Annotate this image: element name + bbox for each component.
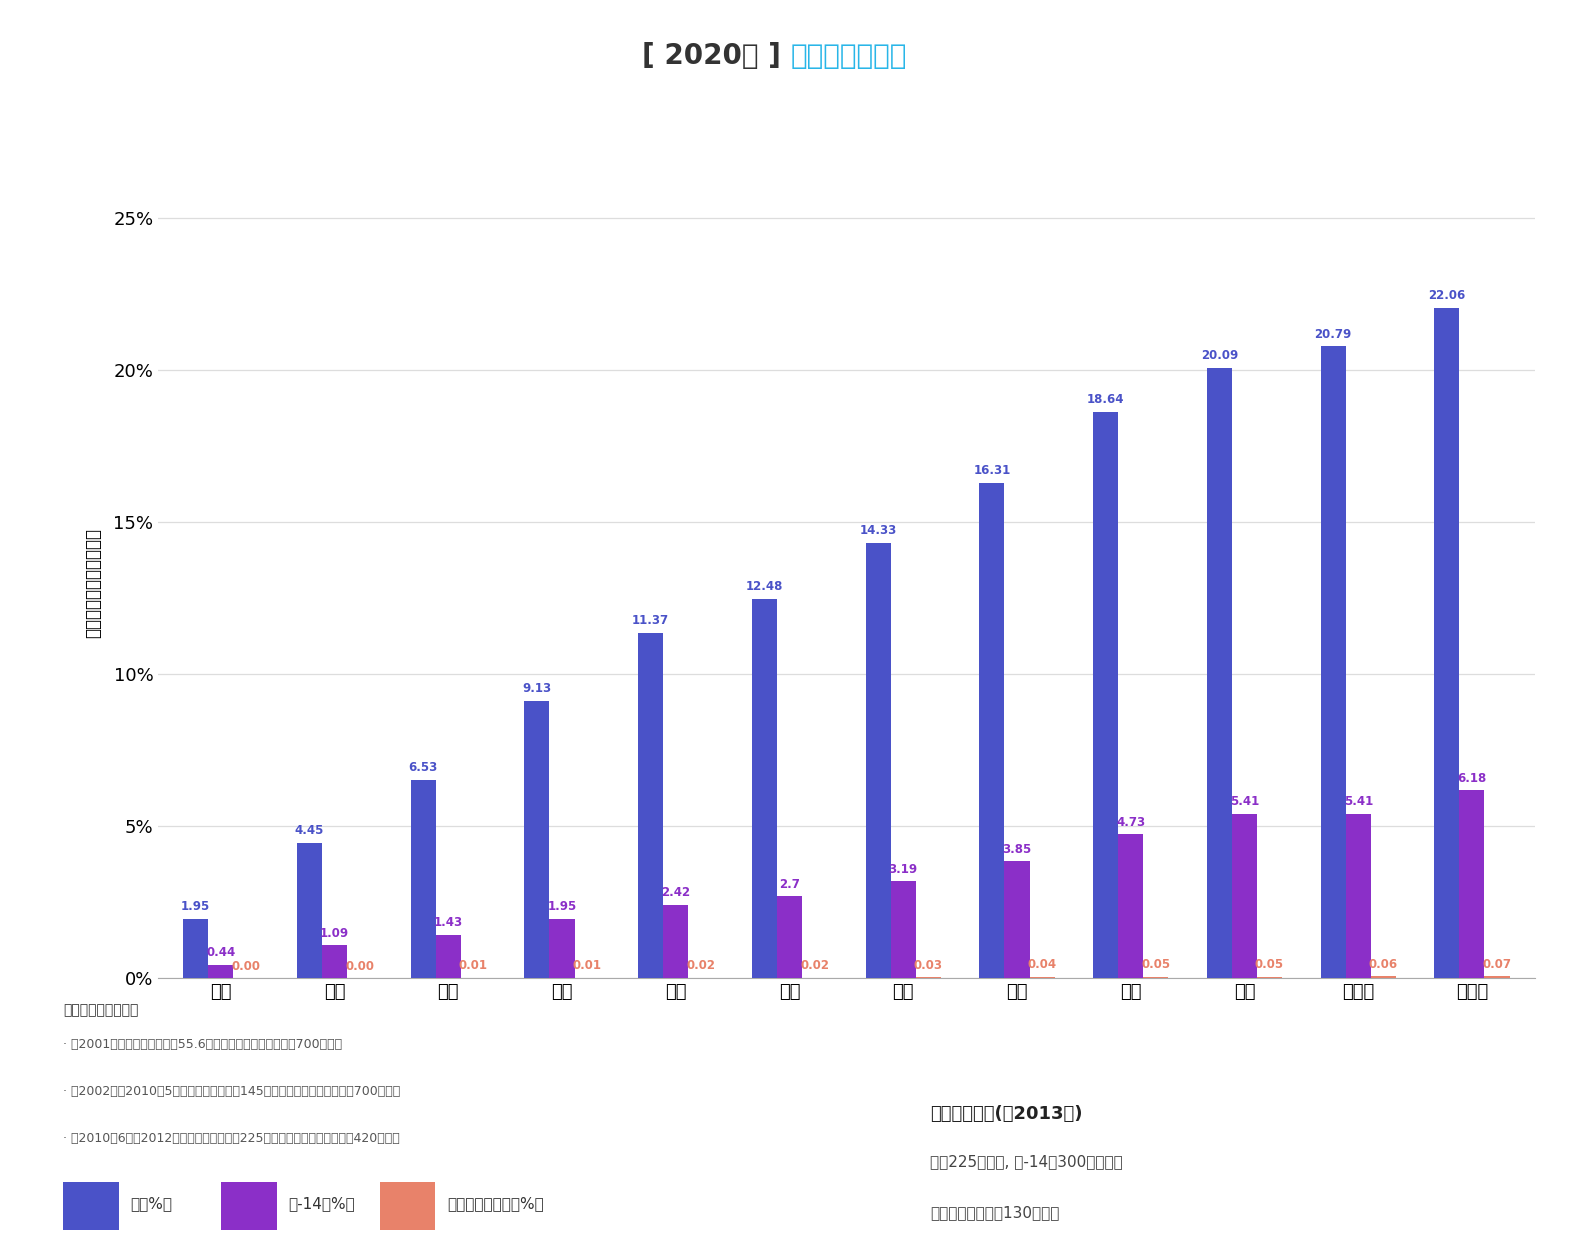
Bar [1232,814,1258,978]
Text: 2.42: 2.42 [661,887,690,899]
Text: 6.53: 6.53 [408,761,438,774]
Text: 2.7: 2.7 [778,878,800,890]
Text: 1.43: 1.43 [433,917,464,929]
Bar [1093,411,1118,978]
Bar [1005,861,1030,978]
Text: 0.02: 0.02 [687,959,715,972]
Bar [209,964,233,978]
Text: · 自2010年6月至2012年止，限值为：氚：225太贝可，其他放射性核素：420吉贝可: · 自2010年6月至2012年止，限值为：氚：225太贝可，其他放射性核素：4… [63,1131,400,1145]
Text: 4.45: 4.45 [294,824,324,838]
Bar [297,843,323,978]
Text: 4.73: 4.73 [1117,816,1145,829]
Text: 5.41: 5.41 [1343,795,1373,809]
Text: 0.07: 0.07 [1482,958,1511,971]
Text: 11.37: 11.37 [633,614,669,627]
Bar [1258,977,1281,978]
Bar [638,632,663,978]
Text: 累积液体排放量: 累积液体排放量 [791,43,908,70]
Bar [891,882,916,978]
Text: 18.64: 18.64 [1087,394,1125,406]
Text: 16.31: 16.31 [973,464,1011,477]
Text: 氚：225太贝可, 砖-14：300吉贝可，: 氚：225太贝可, 砖-14：300吉贝可， [930,1155,1123,1170]
Text: 每年许可限值(自2013年): 每年许可限值(自2013年) [930,1105,1082,1122]
Y-axis label: 占每年许可限值的百分数: 占每年许可限值的百分数 [84,528,103,638]
Text: 3.19: 3.19 [889,863,918,875]
Text: 0.06: 0.06 [1368,958,1398,971]
Text: 0.44: 0.44 [206,947,236,959]
Text: 0.04: 0.04 [1027,958,1057,972]
Bar [1144,977,1168,978]
Text: 1.95: 1.95 [547,900,576,913]
Text: 关于每年许可限值：: 关于每年许可限值： [63,1003,139,1017]
Bar [751,599,777,978]
Text: 0.05: 0.05 [1141,958,1171,971]
Text: 20.09: 20.09 [1201,349,1239,362]
Bar [549,919,574,978]
Bar [1346,814,1370,978]
Text: 0.05: 0.05 [1255,958,1285,971]
Text: 5.41: 5.41 [1229,795,1259,809]
Bar [1484,976,1509,978]
Bar [1435,307,1460,978]
FancyBboxPatch shape [380,1181,435,1230]
Text: 1.95: 1.95 [180,900,210,913]
Bar [1460,790,1484,978]
Text: 14.33: 14.33 [859,524,897,537]
Text: 6.18: 6.18 [1457,772,1487,785]
Bar [865,543,891,978]
Bar [777,897,802,978]
Text: 0.02: 0.02 [800,959,829,972]
Text: 3.85: 3.85 [1003,843,1031,855]
Text: 0.03: 0.03 [914,959,943,972]
Text: 9.13: 9.13 [522,682,552,695]
Text: 0.00: 0.00 [345,959,373,973]
FancyBboxPatch shape [221,1181,277,1230]
Text: 22.06: 22.06 [1429,290,1465,302]
Text: 其他放射性核素（%）: 其他放射性核素（%） [448,1196,544,1211]
Bar [1118,834,1144,978]
Bar [663,904,688,978]
Text: · 至2001年止，限值为：氚：55.6太贝可，其他放射性核素：700吉贝可: · 至2001年止，限值为：氚：55.6太贝可，其他放射性核素：700吉贝可 [63,1038,342,1051]
Bar [1370,977,1395,978]
Text: 0.01: 0.01 [459,959,487,972]
Bar [184,919,209,978]
FancyBboxPatch shape [63,1181,119,1230]
Bar [979,483,1005,978]
Bar [323,946,346,978]
Text: 其他放射性核素：130吉贝可: 其他放射性核素：130吉贝可 [930,1205,1060,1220]
Text: 砖-14（%）: 砖-14（%） [290,1196,356,1211]
Bar [1321,346,1346,978]
Bar [1207,367,1232,978]
Text: [ 2020年 ]: [ 2020年 ] [642,43,791,70]
Text: · 自2002年至2010年5月止，限值为：氚：145太贝可，其他放射性核素：700吉贝可: · 自2002年至2010年5月止，限值为：氚：145太贝可，其他放射性核素：7… [63,1085,400,1097]
Text: 0.00: 0.00 [231,959,261,973]
Text: 12.48: 12.48 [745,581,783,593]
Text: 1.09: 1.09 [320,927,350,939]
Bar [411,780,435,978]
Text: 0.01: 0.01 [573,959,601,972]
Text: 氚（%）: 氚（%） [131,1196,172,1211]
Text: 20.79: 20.79 [1315,329,1353,341]
Bar [435,934,460,978]
Bar [525,701,549,978]
